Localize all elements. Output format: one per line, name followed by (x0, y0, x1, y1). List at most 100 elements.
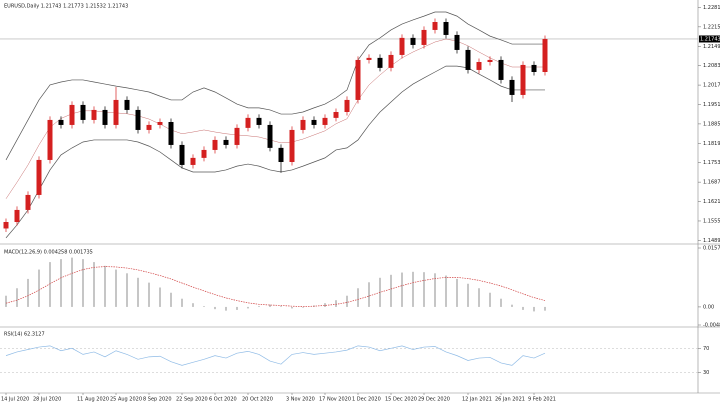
indicator-line (5, 345, 546, 366)
y-tick-label: 1.14895 (703, 238, 720, 244)
x-tick-label: 15 Dec 2020 (385, 397, 417, 403)
macd-bar (291, 306, 293, 309)
macd-bar (269, 304, 271, 307)
candle-body (102, 109, 108, 125)
candle-body (377, 57, 383, 68)
candle-body (333, 112, 339, 118)
candle-body (80, 104, 86, 120)
y-tick-label: 1.15555 (703, 218, 720, 224)
macd-bar (71, 257, 73, 307)
candle-body (355, 59, 361, 100)
candle-body (487, 59, 493, 62)
y-tick-label: 1.21495 (703, 44, 720, 50)
x-tick-label: 14 Jul 2020 (1, 397, 29, 403)
y-tick-label: 1.20175 (703, 83, 720, 89)
y-tick-label: 1.18195 (703, 141, 720, 147)
candle-body (278, 147, 284, 162)
macd-bar (126, 273, 128, 307)
candle-body (476, 62, 482, 70)
candle-body (135, 109, 141, 130)
macd-bar (170, 292, 172, 307)
candle-body (113, 99, 119, 125)
indicator-line (5, 65, 545, 239)
x-tick-label: 3 Nov 2020 (286, 397, 315, 403)
candle-body (366, 57, 372, 60)
indicator-line (5, 11, 545, 161)
y-tick-label: -0.004838 (703, 323, 720, 329)
candle-body (531, 64, 537, 72)
candle-body (201, 149, 207, 158)
candle-body (3, 222, 9, 229)
macd-bar (401, 272, 403, 307)
candle-body (432, 22, 438, 30)
macd-bar (368, 282, 370, 307)
macd-bar (533, 306, 535, 312)
candle-body (157, 122, 163, 125)
candle-body (223, 139, 229, 145)
candle-body (454, 34, 460, 50)
macd-bar (522, 306, 524, 310)
y-tick-label: 1.16875 (703, 180, 720, 186)
x-tick-label: 9 Feb 2021 (528, 397, 556, 403)
candle-body (542, 38, 548, 72)
candle-body (344, 99, 350, 112)
macd-bar (159, 287, 161, 307)
candle-body (388, 54, 394, 68)
candle-body (69, 104, 75, 125)
candle-body (47, 119, 53, 160)
macd-bar (181, 298, 183, 307)
y-tick-label: 1.22815 (703, 5, 720, 11)
macd-bar (203, 306, 205, 307)
candle-body (190, 157, 196, 165)
candle-body (245, 117, 251, 128)
candle-body (91, 109, 97, 120)
macd-bar (467, 283, 469, 307)
candle-body (509, 79, 515, 95)
macd-bar (27, 278, 29, 307)
x-tick-label: 8 Sep 2020 (143, 397, 172, 403)
macd-bar (82, 259, 84, 307)
x-tick-label: 29 Dec 2020 (418, 397, 450, 403)
x-tick-label: 12 Jan 2021 (462, 397, 492, 403)
candle-body (234, 127, 240, 145)
candle-body (25, 194, 31, 210)
candle-body (146, 124, 152, 130)
macd-bar (500, 298, 502, 307)
macd-bar (346, 295, 348, 307)
indicator-line (5, 266, 546, 307)
x-tick-label: 20 Oct 2020 (242, 397, 273, 403)
macd-bar (192, 303, 194, 307)
x-tick-label: 28 Jul 2020 (33, 397, 61, 403)
candle-body (14, 209, 20, 222)
y-tick-label: 1.20835 (703, 63, 720, 69)
macd-bar (93, 262, 95, 307)
y-tick-label: 0.015772 (703, 246, 720, 252)
candle-body (36, 159, 42, 195)
y-tick-label: 1.17535 (703, 160, 720, 166)
y-tick-label: 1.19515 (703, 102, 720, 108)
macd-bar (335, 300, 337, 307)
macd-bar (423, 272, 425, 307)
candle-body (322, 117, 328, 125)
x-tick-label: 26 Jan 2021 (495, 397, 525, 403)
y-tick-label: 1.16215 (703, 199, 720, 205)
macd-bar (434, 273, 436, 307)
panel-title: EURUSD,Daily 1.21743 1.21773 1.21532 1.2… (4, 4, 128, 10)
candle-body (256, 117, 262, 125)
candle-body (300, 119, 306, 130)
candle-body (179, 144, 185, 165)
candle-body (289, 129, 295, 162)
y-tick-label: 1.22155 (703, 24, 720, 30)
x-tick-label: 17 Nov 2020 (319, 397, 351, 403)
macd-bar (390, 274, 392, 307)
macd-bar (115, 269, 117, 307)
macd-bar (412, 271, 414, 307)
last-price-label: 1.21743 (700, 36, 720, 42)
panel-title: MACD(12,26,9) 0.004258 0.001735 (4, 250, 93, 256)
candle-body (124, 99, 130, 110)
macd-bar (38, 269, 40, 307)
candle-body (311, 119, 317, 125)
macd-bar (214, 306, 216, 310)
candle-body (168, 122, 174, 145)
macd-bar (511, 304, 513, 307)
